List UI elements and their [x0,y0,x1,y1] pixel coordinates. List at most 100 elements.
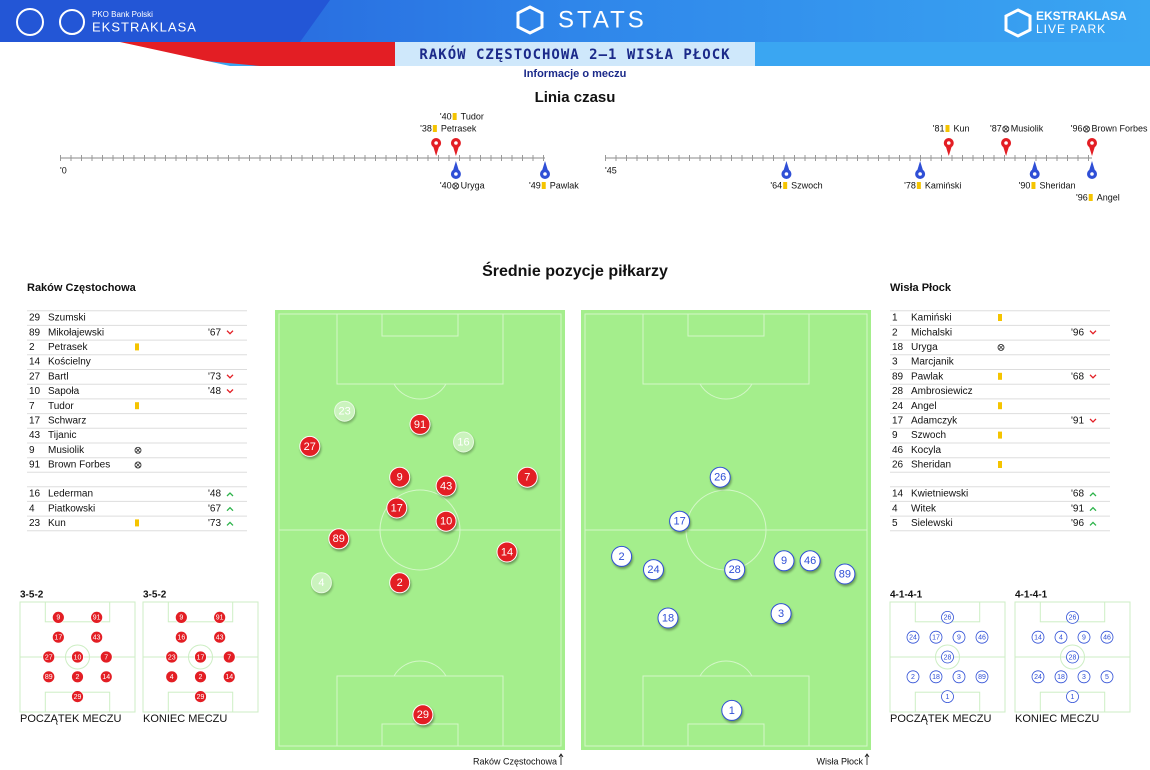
yellow-card-icon [1031,182,1036,189]
mini-player-number: 2 [76,674,80,681]
goal-icon-pattern [998,345,1004,350]
timeline-event-label: '38 Petrasek [420,123,477,133]
player-name: Kwietniewski [911,489,968,500]
sub-minute: '73 [208,518,221,529]
player-number: 9 [892,430,898,441]
mini-player-number: 7 [104,654,108,661]
player-position [409,413,431,435]
formation-caption: POCZĄTEK MECZU [890,713,992,725]
event-minute: '40 [440,111,452,121]
pin-dot [1004,141,1008,145]
mini-player [99,670,113,684]
mini-pitch-circle [65,644,90,670]
sub-minute: '48 [208,489,221,500]
timeline-event-label: '49 Pawlak [529,180,579,190]
mini-player [71,650,84,664]
timeline-pin [1087,138,1097,156]
mini-player [174,630,188,644]
mini-player-number: 24 [909,635,917,642]
player-position [799,550,821,572]
player-position-number: 1 [729,705,735,717]
event-player: Angel [1097,192,1120,202]
goal-box [687,313,765,337]
event-player: Kun [953,123,969,133]
player-position-number: 17 [673,516,685,528]
event-player: Sheridan [1039,180,1075,190]
player-number: 2 [29,342,35,353]
mini-player [213,611,227,624]
sub-out-arrow [226,389,234,394]
player-position-number: 9 [781,555,787,567]
timeline-event-label: '64 Szwoch [770,180,822,190]
mini-player-number: 14 [1034,635,1042,642]
player-number: 4 [29,503,35,514]
timeline-event-label: '87 Musiolik [990,123,1044,133]
timeline-event-label: '90 Sheridan [1019,180,1076,190]
mini-player-number: 27 [45,654,53,661]
sub-minute: '68 [1071,489,1084,500]
mini-player-number: 46 [978,635,986,642]
player-position-number: 9 [397,472,403,484]
mini-player-number: 89 [978,674,986,681]
player-position [773,550,795,572]
player-number: 89 [29,327,41,338]
event-player: Musiolik [1011,123,1044,133]
mini-player-number: 4 [1059,635,1063,642]
player-position-number: 10 [440,516,452,528]
mini-player [941,650,954,664]
mini-player [165,650,179,664]
mini-pitch-box [44,601,111,623]
formation: 4-1-4-1 [890,590,923,601]
mini-player-number: 26 [1069,615,1077,622]
player-position-number: 23 [338,406,350,418]
mini-player [975,670,989,684]
substitute-position [334,400,356,422]
player-position [834,563,856,585]
yellow-card-icon [916,182,921,189]
player-position [643,559,664,581]
player-position [721,699,743,721]
mini-player [213,630,227,644]
player-position [328,528,350,550]
mini-player-number: 3 [957,674,961,681]
mini-player [929,670,943,684]
event-player: Uryga [461,180,485,190]
timeline-event-label: '40 Uryga [440,180,485,190]
mini-player [71,670,84,684]
timeline-pin [540,161,550,179]
mini-player-number: 17 [932,635,940,642]
penalty-arc [699,660,753,677]
yellow-card-icon [541,182,546,189]
player-number: 28 [892,386,904,397]
sub-out-arrow [226,330,234,335]
event-minute: '64 [770,180,782,190]
player-position [516,466,538,488]
player-name: Szwoch [911,430,946,441]
mini-pitch-circle [935,644,960,670]
mini-player [194,690,207,703]
mini-player-number: 91 [93,615,101,622]
match-subtitle[interactable]: Informacje o meczu [524,68,627,80]
player-number: 1 [892,313,898,324]
player-number: 26 [892,460,904,471]
player-name: Bartl [48,371,69,382]
player-position [709,466,731,488]
brand: EKSTRAKLASA [92,19,197,34]
player-number: 23 [29,518,41,529]
stripe-white [0,42,230,66]
event-player: Pawlak [550,180,580,190]
player-position-number: 89 [839,568,851,580]
event-minute: '90 [1019,180,1031,190]
sub-minute: '67 [208,503,221,514]
mini-player [174,611,188,624]
pitch-team-label: Wisła Płock [816,756,863,766]
mini-pitch-circle [188,644,213,670]
mini-player [929,630,943,644]
mini-player-number: 9 [179,615,183,622]
player-name: Lederman [48,489,93,500]
player-position-number: 26 [714,472,726,484]
player-number: 91 [29,460,41,471]
mini-player [1031,630,1045,644]
player-position [412,704,434,726]
player-number: 2 [892,327,898,338]
